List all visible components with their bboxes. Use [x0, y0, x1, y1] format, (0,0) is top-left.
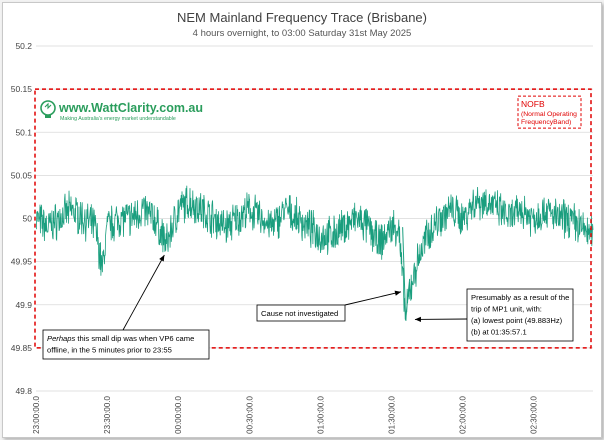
x-tick-label: 00:00:00.0: [174, 395, 183, 433]
y-tick-label: 50.15: [11, 84, 33, 94]
arrow-head-icon: [159, 255, 165, 262]
arrow-head-icon: [394, 290, 402, 296]
annotation-arrow: [344, 291, 402, 306]
annotation-text: (a) lowest point (49.883Hz): [471, 316, 563, 325]
x-tick-label: 23:00:00.0: [32, 395, 41, 433]
x-tick-label: 23:30:00.0: [103, 395, 112, 433]
nofb-label-box: [517, 95, 582, 129]
y-tick-label: 49.9: [15, 300, 32, 310]
annotation-text: trip of MP1 unit, with:: [471, 305, 542, 314]
logo-tagline: Making Australia's energy market underst…: [60, 116, 176, 122]
y-tick-label: 50: [23, 214, 33, 224]
chart-title: NEM Mainland Frequency Trace (Brisbane): [177, 10, 427, 25]
chart-subtitle: 4 hours overnight, to 03:00 Saturday 31s…: [193, 28, 412, 39]
wattclarity-logo: www.WattClarity.com.au Making Australia'…: [40, 100, 203, 122]
y-tick-label: 49.85: [11, 343, 33, 353]
annotation-callout: Cause not investigated: [256, 290, 402, 322]
logo-text: www.WattClarity.com.au: [58, 101, 203, 115]
annotation-text: (b) at 01:35:57.1: [471, 328, 527, 337]
annotation-box: [466, 288, 574, 342]
nofb-sublabel-line1: (Normal Operating: [521, 111, 577, 118]
y-tick-label: 50.05: [11, 170, 33, 180]
x-tick-label: 01:00:00.0: [316, 395, 325, 433]
annotation-text: Perhaps this small dip was when VP6 came: [47, 334, 194, 343]
y-tick-label: 49.95: [11, 257, 33, 267]
x-tick-label: 02:30:00.0: [530, 395, 539, 433]
frequency-series-line: [35, 185, 594, 321]
annotation-box: [256, 304, 346, 322]
annotation-text: Presumably as a result of the: [471, 293, 569, 302]
annotation-box: [42, 329, 210, 360]
annotation-arrow: [122, 254, 165, 331]
annotation-callout: Presumably as a result of the trip of MP1…: [414, 288, 574, 342]
nofb-label: NOFB: [521, 99, 545, 109]
annotation-text: Cause not investigated: [261, 309, 338, 318]
annotation-callout: Perhaps this small dip was when VP6 came…: [42, 254, 210, 360]
lightbulb-icon: [40, 100, 56, 118]
x-tick-label: 01:30:00.0: [388, 395, 397, 433]
arrow-head-icon: [414, 316, 421, 322]
y-tick-label: 50.1: [15, 127, 32, 137]
nofb-band-outline: [34, 88, 592, 349]
y-tick-label: 49.8: [15, 386, 32, 396]
x-tick-label: 02:00:00.0: [459, 395, 468, 433]
annotation-text: offline, in the 5 minutes prior to 23:55: [47, 346, 172, 355]
frequency-dip-mark: [402, 227, 411, 320]
frequency-chart: NEM Mainland Frequency Trace (Brisbane) …: [11, 10, 594, 434]
y-tick-label: 50.2: [15, 41, 32, 51]
x-tick-label: 00:30:00.0: [245, 395, 254, 433]
nofb-sublabel-line2: FrequencyBand): [521, 119, 571, 126]
